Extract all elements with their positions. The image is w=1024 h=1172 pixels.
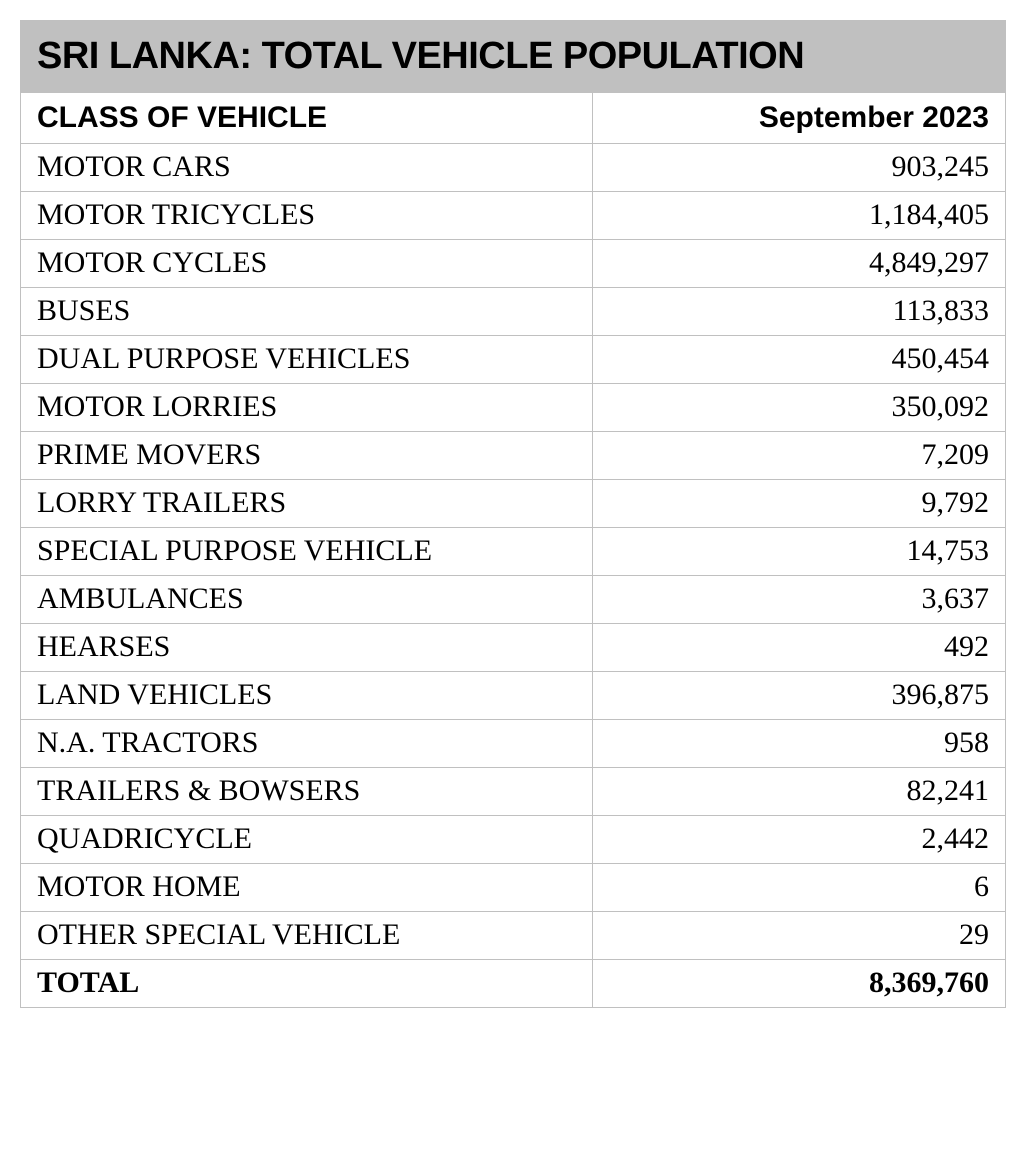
- table-row: OTHER SPECIAL VEHICLE29: [21, 912, 1005, 960]
- vehicle-count-value: 14,753: [593, 528, 1005, 575]
- table-row: AMBULANCES3,637: [21, 576, 1005, 624]
- column-header-class: CLASS OF VEHICLE: [21, 93, 593, 143]
- vehicle-count-value: 350,092: [593, 384, 1005, 431]
- vehicle-class-label: MOTOR TRICYCLES: [21, 192, 593, 239]
- table-row: MOTOR TRICYCLES1,184,405: [21, 192, 1005, 240]
- table-row: LAND VEHICLES396,875: [21, 672, 1005, 720]
- vehicle-count-value: 903,245: [593, 144, 1005, 191]
- table-row: SPECIAL PURPOSE VEHICLE14,753: [21, 528, 1005, 576]
- vehicle-class-label: BUSES: [21, 288, 593, 335]
- vehicle-class-label: LAND VEHICLES: [21, 672, 593, 719]
- total-value: 8,369,760: [593, 960, 1005, 1007]
- vehicle-class-label: HEARSES: [21, 624, 593, 671]
- vehicle-population-table: SRI LANKA: TOTAL VEHICLE POPULATION CLAS…: [20, 20, 1006, 1008]
- vehicle-class-label: DUAL PURPOSE VEHICLES: [21, 336, 593, 383]
- table-row: MOTOR CARS903,245: [21, 144, 1005, 192]
- vehicle-count-value: 1,184,405: [593, 192, 1005, 239]
- table-row: DUAL PURPOSE VEHICLES450,454: [21, 336, 1005, 384]
- vehicle-class-label: LORRY TRAILERS: [21, 480, 593, 527]
- vehicle-count-value: 3,637: [593, 576, 1005, 623]
- vehicle-count-value: 82,241: [593, 768, 1005, 815]
- table-title-row: SRI LANKA: TOTAL VEHICLE POPULATION: [21, 21, 1005, 93]
- vehicle-class-label: SPECIAL PURPOSE VEHICLE: [21, 528, 593, 575]
- table-title: SRI LANKA: TOTAL VEHICLE POPULATION: [37, 35, 804, 77]
- vehicle-count-value: 2,442: [593, 816, 1005, 863]
- vehicle-class-label: PRIME MOVERS: [21, 432, 593, 479]
- table-row: HEARSES492: [21, 624, 1005, 672]
- table-row: N.A. TRACTORS958: [21, 720, 1005, 768]
- table-total-row: TOTAL 8,369,760: [21, 960, 1005, 1007]
- vehicle-class-label: MOTOR CYCLES: [21, 240, 593, 287]
- vehicle-count-value: 9,792: [593, 480, 1005, 527]
- vehicle-class-label: MOTOR CARS: [21, 144, 593, 191]
- column-header-date: September 2023: [593, 93, 1005, 143]
- vehicle-class-label: AMBULANCES: [21, 576, 593, 623]
- vehicle-class-label: TRAILERS & BOWSERS: [21, 768, 593, 815]
- table-row: MOTOR LORRIES350,092: [21, 384, 1005, 432]
- table-row: QUADRICYCLE2,442: [21, 816, 1005, 864]
- vehicle-count-value: 958: [593, 720, 1005, 767]
- vehicle-count-value: 29: [593, 912, 1005, 959]
- total-label: TOTAL: [21, 960, 593, 1007]
- vehicle-class-label: QUADRICYCLE: [21, 816, 593, 863]
- table-row: LORRY TRAILERS9,792: [21, 480, 1005, 528]
- vehicle-count-value: 450,454: [593, 336, 1005, 383]
- vehicle-class-label: MOTOR LORRIES: [21, 384, 593, 431]
- table-row: TRAILERS & BOWSERS82,241: [21, 768, 1005, 816]
- vehicle-count-value: 396,875: [593, 672, 1005, 719]
- vehicle-class-label: OTHER SPECIAL VEHICLE: [21, 912, 593, 959]
- table-row: MOTOR CYCLES4,849,297: [21, 240, 1005, 288]
- vehicle-class-label: MOTOR HOME: [21, 864, 593, 911]
- vehicle-count-value: 492: [593, 624, 1005, 671]
- vehicle-class-label: N.A. TRACTORS: [21, 720, 593, 767]
- vehicle-count-value: 4,849,297: [593, 240, 1005, 287]
- vehicle-count-value: 6: [593, 864, 1005, 911]
- table-row: PRIME MOVERS7,209: [21, 432, 1005, 480]
- table-row: MOTOR HOME6: [21, 864, 1005, 912]
- table-header-row: CLASS OF VEHICLE September 2023: [21, 93, 1005, 144]
- table-row: BUSES113,833: [21, 288, 1005, 336]
- vehicle-count-value: 113,833: [593, 288, 1005, 335]
- vehicle-count-value: 7,209: [593, 432, 1005, 479]
